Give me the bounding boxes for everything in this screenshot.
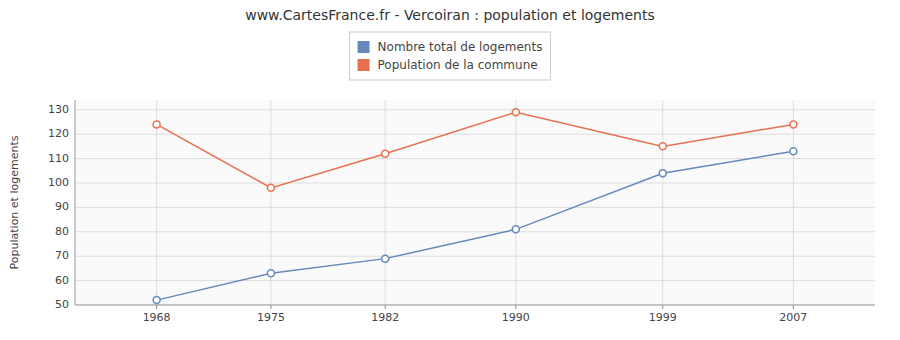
y-axis-line — [75, 100, 76, 305]
y-tick-label: 80 — [55, 225, 69, 238]
y-tick-label: 110 — [48, 152, 69, 165]
legend-swatch — [358, 41, 370, 53]
chart-container: www.CartesFrance.fr - Vercoiran : popula… — [0, 0, 900, 340]
series-point — [659, 170, 666, 177]
grid-line-y — [75, 134, 875, 135]
series-point — [153, 297, 160, 304]
series-line — [157, 112, 794, 188]
x-tick — [793, 305, 794, 309]
y-tick-label: 50 — [55, 298, 69, 311]
plot-background — [75, 100, 875, 305]
legend-swatch — [358, 59, 370, 71]
y-tick-label: 70 — [55, 249, 69, 262]
y-axis-label: Population et logements — [8, 135, 21, 269]
series-point — [659, 143, 666, 150]
x-tick — [156, 305, 157, 309]
legend: Nombre total de logements Population de l… — [350, 32, 551, 80]
grid-line-x — [662, 100, 663, 305]
series-point — [512, 109, 519, 116]
series-point — [267, 270, 274, 277]
grid — [75, 100, 875, 305]
series-point — [512, 226, 519, 233]
series-point — [382, 150, 389, 157]
grid-line-x — [793, 100, 794, 305]
x-tick — [515, 305, 516, 309]
series-point — [153, 121, 160, 128]
grid-line-y — [75, 305, 875, 306]
grid-line-x — [156, 100, 157, 305]
y-tick-label: 100 — [48, 176, 69, 189]
series-point — [790, 121, 797, 128]
x-tick — [662, 305, 663, 309]
x-tick-label: 1999 — [649, 311, 677, 324]
series-point — [267, 184, 274, 191]
axes: 50 60 70 80 90 100 110 120 130 1968 1975 1982 1990 19… — [48, 100, 875, 324]
legend-label: Nombre total de logements — [378, 40, 543, 54]
grid-line-y — [75, 231, 875, 232]
x-tick — [270, 305, 271, 309]
x-axis-line — [75, 305, 875, 306]
grid-line-y — [75, 207, 875, 208]
chart-title: www.CartesFrance.fr - Vercoiran : popula… — [245, 7, 655, 23]
legend-label: Population de la commune — [378, 58, 538, 72]
x-tick-label: 1982 — [371, 311, 399, 324]
grid-line-y — [75, 109, 875, 110]
x-tick-label: 1975 — [257, 311, 285, 324]
x-tick-label: 1990 — [502, 311, 530, 324]
x-tick — [385, 305, 386, 309]
y-tick-label: 130 — [48, 103, 69, 116]
series-point — [790, 148, 797, 155]
grid-line-x — [385, 100, 386, 305]
grid-line-y — [75, 280, 875, 281]
y-tick-label: 60 — [55, 274, 69, 287]
grid-line-y — [75, 182, 875, 183]
x-tick-label: 1968 — [143, 311, 171, 324]
legend-box — [350, 32, 551, 80]
series-line — [157, 151, 794, 300]
data-layer — [153, 109, 797, 304]
x-tick-label: 2007 — [779, 311, 807, 324]
y-tick-label: 90 — [55, 200, 69, 213]
y-tick-label: 120 — [48, 127, 69, 140]
grid-line-x — [515, 100, 516, 305]
chart-svg: www.CartesFrance.fr - Vercoiran : popula… — [0, 0, 900, 340]
series-point — [382, 255, 389, 262]
grid-line-y — [75, 256, 875, 257]
